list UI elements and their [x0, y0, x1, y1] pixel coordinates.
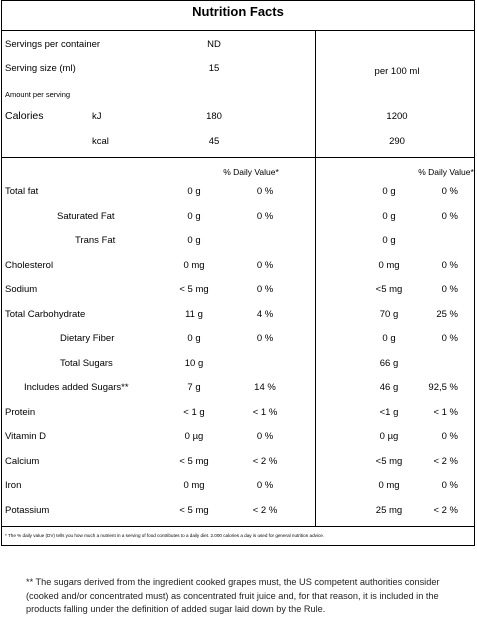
- nutrient-name: Dietary Fiber: [60, 333, 115, 344]
- servings-per-container-value: ND: [207, 39, 221, 50]
- nutrient-name: Trans Fat: [75, 235, 116, 246]
- amount-serving: < 5 mg: [179, 504, 209, 516]
- amount-serving: < 5 mg: [179, 284, 209, 295]
- amount-per100: 0 mg: [378, 480, 400, 491]
- dv-serving: 0 %: [256, 210, 274, 222]
- amount-serving: 10 g: [184, 357, 204, 369]
- dv-per100: < 2 %: [433, 504, 458, 516]
- dv-serving: 0 %: [256, 333, 274, 344]
- amount-serving: 0 g: [187, 210, 201, 222]
- dv-per100: 92,5 %: [428, 382, 458, 393]
- amount-per100: 46 g: [379, 382, 399, 393]
- kj-per100: 1200: [386, 111, 408, 122]
- amount-per100: 0 g: [382, 210, 396, 222]
- kcal-serving: 45: [208, 136, 220, 147]
- nutrient-name: Total Sugars: [60, 357, 113, 369]
- amount-per100: <5 mg: [375, 284, 403, 295]
- amount-per100: <1 g: [379, 406, 399, 418]
- column-divider: [315, 30, 316, 526]
- nutrient-name: Sodium: [5, 284, 38, 295]
- dv-serving: < 2 %: [252, 504, 278, 516]
- dv-per100: 0 %: [441, 210, 458, 222]
- nutrient-name: Total fat: [5, 186, 39, 197]
- dv-serving: 0 %: [256, 284, 274, 295]
- dv-per100: < 2 %: [433, 455, 458, 467]
- amount-serving: 0 mg: [183, 259, 205, 271]
- amount-serving: 0 g: [187, 333, 201, 344]
- divider: [2, 526, 474, 527]
- amount-serving: 0 µg: [184, 431, 204, 442]
- dv-per100: 0 %: [441, 480, 458, 491]
- kcal-unit: kcal: [92, 136, 109, 147]
- amount-serving: < 5 mg: [179, 455, 209, 467]
- dv-header-serving: % Daily Value*: [223, 167, 279, 177]
- nutrient-name: Protein: [5, 406, 36, 418]
- dv-per100: 0 %: [441, 259, 458, 271]
- nutrient-name: Iron: [5, 480, 22, 491]
- dv-serving: 0 %: [256, 480, 274, 491]
- amount-per100: 0 g: [382, 186, 396, 197]
- dv-serving: 0 %: [256, 186, 274, 197]
- dv-serving: 14 %: [254, 382, 276, 393]
- added-sugar-note: ** The sugars derived from the ingredien…: [26, 577, 440, 614]
- serving-size-value: 15: [208, 63, 220, 74]
- label-title: Nutrition Facts: [192, 4, 284, 19]
- dv-per100: 0 %: [441, 284, 458, 295]
- amount-serving: 0 mg: [183, 480, 205, 491]
- divider: [2, 157, 474, 158]
- amount-serving: 11 g: [185, 308, 203, 320]
- dv-per100: 0 %: [441, 186, 458, 197]
- amount-serving: 0 g: [187, 186, 201, 197]
- nutrient-name: Total Carbohydrate: [5, 308, 86, 320]
- amount-per100: <5 mg: [375, 455, 403, 467]
- amount-serving: < 1 g: [183, 406, 205, 418]
- amount-per100: 0 g: [382, 333, 396, 344]
- amount-per100: 0 µg: [379, 431, 399, 442]
- dv-serving: 0 %: [256, 259, 274, 271]
- serving-size-label: Serving size (ml): [5, 63, 76, 74]
- nutrient-name: Vitamin D: [5, 431, 47, 442]
- amount-serving: 0 g: [187, 235, 201, 246]
- amount-per-serving: Amount per serving: [5, 90, 71, 99]
- dv-serving: < 2 %: [252, 455, 278, 467]
- kj-unit: kJ: [92, 111, 102, 122]
- dv-serving: 4 %: [256, 308, 274, 320]
- amount-serving: 7 g: [187, 382, 201, 393]
- dv-per100: < 1 %: [433, 406, 458, 418]
- dv-per100: 0 %: [441, 333, 458, 344]
- nutrient-name: Saturated Fat: [57, 210, 115, 222]
- kcal-per100: 290: [389, 136, 405, 147]
- nutrient-name: Calcium: [5, 455, 40, 467]
- amount-per100: 0 g: [382, 235, 396, 246]
- dv-footnote: * The % daily value (DV) tells you how m…: [5, 533, 325, 538]
- amount-per100: 70 g: [379, 308, 399, 320]
- nutrient-name: Potassium: [5, 504, 50, 516]
- dv-serving: 0 %: [256, 431, 274, 442]
- amount-per100: 25 mg: [375, 504, 403, 516]
- nutrition-label: Nutrition Facts Servings per container N…: [1, 0, 475, 546]
- nutrient-name: Cholesterol: [5, 259, 54, 271]
- amount-per100: 66 g: [379, 357, 399, 369]
- divider: [2, 30, 474, 31]
- dv-per100: 25 %: [436, 308, 458, 320]
- dv-serving: < 1 %: [252, 406, 278, 418]
- dv-per100: 0 %: [441, 431, 458, 442]
- nutrient-name: Includes added Sugars**: [24, 382, 129, 393]
- per-100-label: per 100 ml: [374, 66, 420, 77]
- kj-serving: 180: [206, 111, 222, 122]
- dv-header-per100: % Daily Value*: [418, 167, 474, 177]
- calories-label: Calories: [5, 110, 44, 122]
- servings-per-container-label: Servings per container: [5, 39, 101, 50]
- amount-per100: 0 mg: [378, 259, 400, 271]
